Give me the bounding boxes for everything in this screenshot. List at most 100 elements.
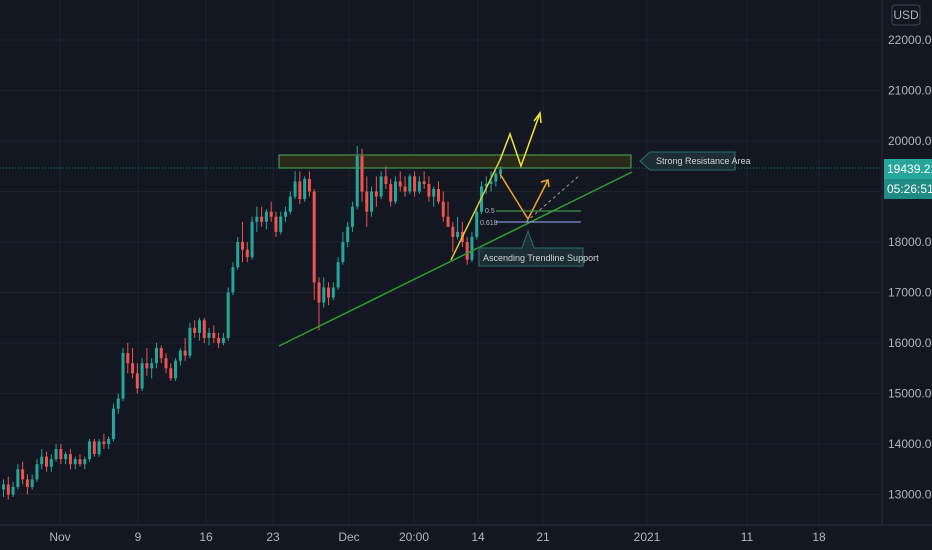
fib-label-05: 0.5 bbox=[485, 208, 495, 215]
candle-body bbox=[365, 191, 369, 212]
candle-down bbox=[451, 221, 455, 253]
candle-down bbox=[403, 176, 407, 197]
time-tick-label: 20:00 bbox=[399, 530, 429, 544]
last-price-tag bbox=[884, 159, 932, 179]
candle-down bbox=[441, 191, 445, 222]
candle-up bbox=[264, 209, 268, 230]
candle-down bbox=[217, 332, 221, 349]
candle-body bbox=[451, 226, 455, 237]
price-tick-label: 21000.00 bbox=[888, 84, 932, 98]
time-tick-label: 9 bbox=[135, 530, 142, 544]
candle-down bbox=[183, 337, 187, 361]
candle-up bbox=[150, 358, 154, 379]
candle-down bbox=[159, 345, 163, 364]
candle-body bbox=[40, 456, 44, 465]
candle-body bbox=[269, 211, 273, 217]
candle-up bbox=[197, 317, 201, 341]
candle-body bbox=[30, 479, 34, 487]
candle-body bbox=[107, 438, 111, 444]
candle-body bbox=[236, 242, 240, 268]
candle-down bbox=[427, 176, 431, 202]
time-tick-label: 21 bbox=[536, 530, 550, 544]
candle-body bbox=[226, 292, 230, 338]
candle-up bbox=[370, 186, 374, 217]
candle-up bbox=[288, 191, 292, 215]
candle-body bbox=[188, 327, 192, 356]
candle-body bbox=[484, 183, 488, 187]
candle-down bbox=[327, 282, 331, 306]
candle-up bbox=[54, 444, 58, 462]
candle-body bbox=[441, 201, 445, 217]
candle-body bbox=[307, 178, 311, 192]
candle-body bbox=[241, 242, 244, 250]
candle-body bbox=[126, 353, 130, 364]
candle-body bbox=[145, 363, 149, 369]
candle-down bbox=[102, 433, 106, 450]
price-axis[interactable]: 13000.00 14000.00 15000.00 16000.00 17000.00… bbox=[888, 33, 932, 502]
candle-body bbox=[54, 449, 58, 460]
candle-body bbox=[327, 287, 331, 298]
candle-body bbox=[260, 216, 264, 222]
price-tick-label: 16000.00 bbox=[888, 336, 932, 350]
candle-body bbox=[16, 469, 20, 487]
candle-down bbox=[131, 348, 135, 379]
candle-body bbox=[202, 320, 206, 338]
candle-body bbox=[470, 236, 474, 260]
candle-up bbox=[16, 464, 20, 490]
candle-down bbox=[317, 277, 321, 331]
candle-body bbox=[231, 267, 235, 293]
candle-body bbox=[393, 181, 397, 202]
candle-body bbox=[73, 459, 77, 465]
currency-button[interactable] bbox=[891, 4, 921, 26]
candle-body bbox=[197, 320, 201, 333]
candle-up bbox=[97, 438, 101, 457]
candle-down bbox=[193, 320, 197, 338]
candle-up bbox=[303, 176, 307, 202]
candle-up bbox=[470, 231, 474, 263]
candle-body bbox=[140, 363, 144, 389]
candle-down bbox=[384, 166, 388, 189]
fib-label-0618: 0.618 bbox=[480, 220, 498, 227]
candle-down bbox=[164, 353, 168, 374]
candle-body bbox=[422, 181, 426, 184]
candle-down bbox=[274, 211, 278, 237]
candle-up bbox=[279, 211, 283, 235]
candle-up bbox=[236, 236, 240, 270]
candle-down bbox=[241, 221, 244, 263]
candle-down bbox=[135, 363, 139, 394]
candle-down bbox=[68, 449, 72, 470]
candle-body bbox=[255, 216, 259, 222]
candle-body bbox=[427, 183, 431, 197]
time-axis[interactable]: Nov 9 16 23 Dec 20:00 14 21 2021 11 18 bbox=[49, 530, 826, 544]
candle-up bbox=[336, 257, 340, 290]
candle-body bbox=[489, 181, 493, 184]
candle-body bbox=[6, 484, 10, 495]
candle-up bbox=[284, 206, 288, 222]
bullish-projection bbox=[499, 112, 541, 169]
candle-body bbox=[78, 459, 82, 465]
candle-body bbox=[293, 181, 297, 197]
candle-body bbox=[68, 454, 72, 465]
candle-body bbox=[298, 181, 302, 200]
candle-up bbox=[49, 454, 53, 472]
candle-body bbox=[446, 216, 450, 227]
candle-body bbox=[83, 459, 87, 465]
candle-up bbox=[121, 348, 125, 402]
candle-body bbox=[331, 287, 335, 298]
candle-up bbox=[293, 171, 297, 200]
candle-up bbox=[456, 216, 460, 240]
candle-body bbox=[174, 360, 178, 379]
candle-down bbox=[245, 242, 249, 263]
price-tick-label: 15000.00 bbox=[888, 387, 932, 401]
candle-body bbox=[111, 408, 115, 439]
candle-body bbox=[59, 449, 63, 460]
currency-label: USD bbox=[893, 8, 919, 22]
candle-body bbox=[35, 464, 39, 480]
candle-down bbox=[398, 171, 402, 192]
candle-up bbox=[188, 322, 192, 359]
candle-body bbox=[102, 441, 106, 444]
candle-up bbox=[341, 231, 345, 265]
candle-body bbox=[317, 282, 321, 303]
steep-trendline bbox=[450, 159, 501, 261]
